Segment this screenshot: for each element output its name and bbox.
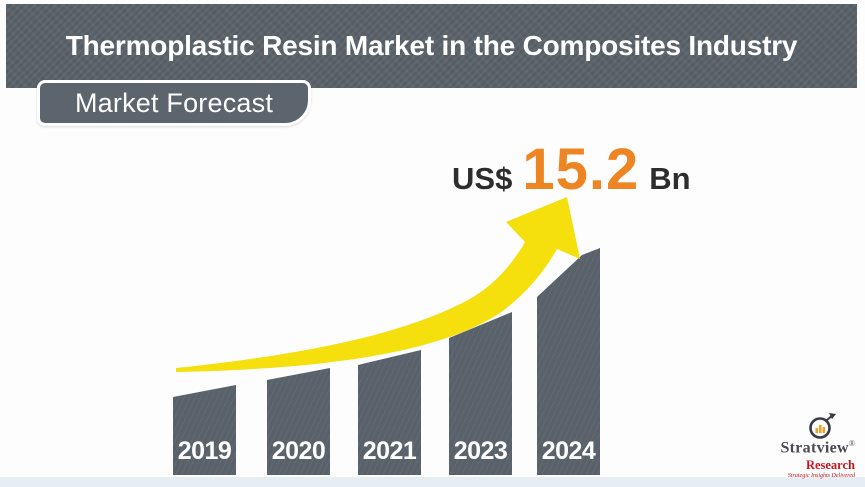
- bar-2024: 2024: [537, 248, 600, 475]
- bar-label-2019: 2019: [177, 437, 232, 465]
- bar-2019: 2019: [173, 385, 236, 475]
- bar-label-2021: 2021: [362, 437, 417, 465]
- forecast-unit: Bn: [649, 161, 691, 196]
- stratview-logo: Stratview® Research Strategic Insights D…: [755, 413, 855, 479]
- forecast-badge-label: Market Forecast: [74, 87, 274, 118]
- bar-label-2020: 2020: [271, 437, 326, 465]
- forecast-value-group: US$ 15.2 Bn: [452, 136, 691, 203]
- bar-label-2023: 2023: [453, 437, 508, 465]
- logo-tagline: Strategic Insights Delivered: [787, 473, 855, 479]
- bar-2023: 2023: [449, 312, 512, 475]
- page-title: Thermoplastic Resin Market in the Compos…: [65, 30, 798, 61]
- bar-2020: 2020: [267, 368, 330, 475]
- bar-2021: 2021: [358, 350, 421, 475]
- forecast-badge: Market Forecast: [37, 80, 311, 126]
- logo-brand-line: Stratview®: [755, 440, 855, 456]
- registered-mark: ®: [848, 439, 855, 449]
- header-banner: Thermoplastic Resin Market in the Compos…: [6, 4, 857, 88]
- bottom-strip: [0, 477, 865, 487]
- forecast-value: 15.2: [522, 137, 640, 202]
- logo-sub-brand: Research: [805, 457, 855, 472]
- bar-label-2024: 2024: [541, 437, 596, 465]
- logo-brand: Stratview: [780, 439, 849, 457]
- forecast-currency: US$: [452, 161, 513, 196]
- target-dart-icon: [809, 413, 836, 439]
